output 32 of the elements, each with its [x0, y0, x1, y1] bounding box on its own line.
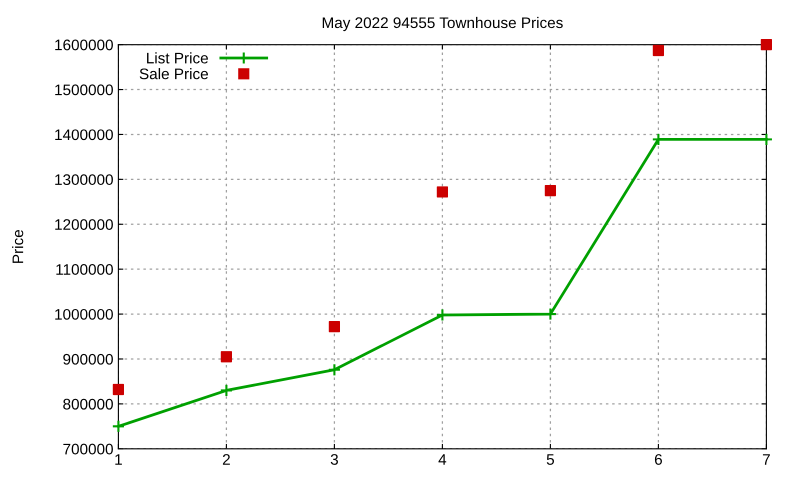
point [328, 321, 340, 332]
x-tick-label: 3 [330, 454, 338, 465]
point [544, 184, 556, 196]
y-tick-label: 1400000 [55, 129, 113, 140]
point [328, 363, 341, 376]
point [652, 44, 664, 56]
x-tick-label: 2 [222, 454, 230, 465]
x-tick-label: 6 [654, 454, 662, 465]
x-tick-label: 1 [115, 454, 122, 465]
y-tick-label: 800000 [63, 398, 113, 410]
y-tick-label: 900000 [63, 354, 113, 365]
point [112, 384, 124, 396]
point [112, 420, 125, 433]
x-tick-label: 4 [438, 454, 446, 465]
chart-title: May 2022 94555 Townhouse Prices [322, 16, 563, 32]
y-tick-label: 1300000 [55, 174, 113, 186]
y-tick-label: 1500000 [55, 84, 113, 96]
y-tick-label: 1600000 [55, 40, 113, 50]
y-tick-label: 1000000 [55, 308, 113, 320]
point [220, 384, 233, 398]
legend-label: List Price [147, 52, 208, 64]
y-axis-title: Price [12, 230, 24, 263]
point [760, 39, 772, 50]
x-tick-label: 5 [546, 454, 554, 465]
legend-label: Sale Price [140, 68, 208, 80]
point [220, 351, 232, 362]
y-tick-label: 700000 [63, 444, 113, 454]
y-tick-label: 1100000 [56, 264, 113, 275]
point [436, 308, 449, 322]
point [436, 186, 448, 198]
x-tick-label: 7 [762, 454, 770, 465]
y-tick-label: 1200000 [55, 219, 113, 230]
